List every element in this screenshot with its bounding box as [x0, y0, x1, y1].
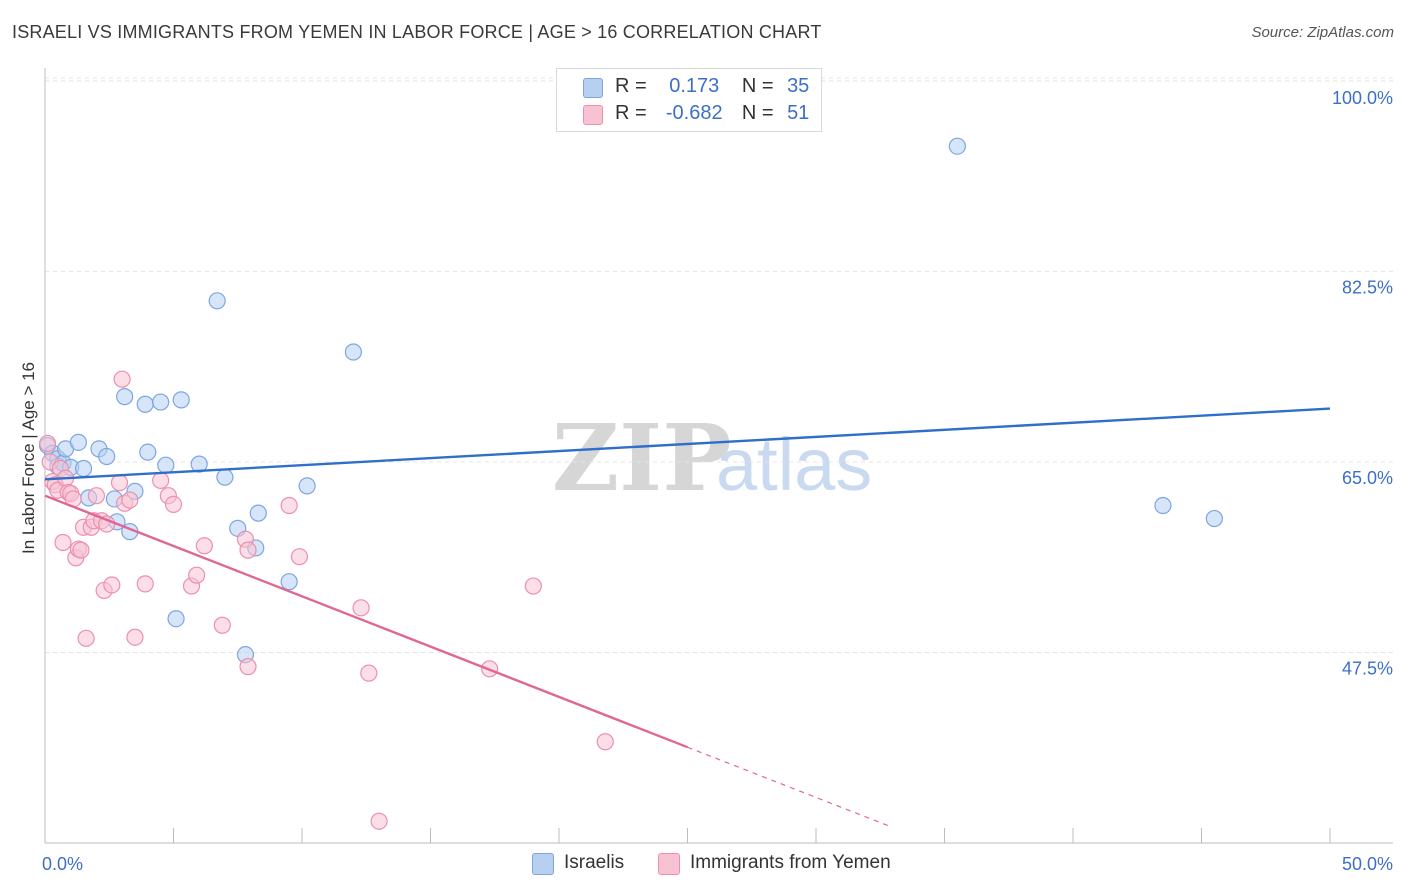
point-yemen [103, 576, 121, 594]
point-yemen [110, 474, 129, 492]
point-israelis [249, 504, 267, 522]
point-yemen [213, 616, 231, 634]
watermark-zip: ZIP [552, 404, 731, 512]
point-yemen [352, 599, 370, 617]
point-yemen [370, 812, 388, 830]
point-israelis [74, 459, 93, 478]
legend-text-israelis: R = 0.173 N = 35 [615, 75, 809, 98]
x-tick-label-max: 50.0% [1342, 854, 1393, 874]
legend-r-value: 0.173 [669, 75, 720, 97]
point-israelis [216, 468, 234, 486]
point-yemen [77, 629, 95, 647]
legend-n-label: N = [741, 75, 774, 97]
point-yemen [72, 541, 90, 559]
point-israelis [344, 343, 362, 361]
legend-text-yemen: R = -0.682 N = 51 [615, 102, 809, 125]
point-israelis [280, 573, 298, 591]
point-israelis [157, 456, 175, 474]
point-yemen [239, 658, 257, 676]
legend-n-label: N = [741, 102, 774, 124]
point-yemen [136, 575, 154, 593]
point-yemen [126, 628, 144, 646]
source-credit: Source: ZipAtlas.com [1251, 24, 1394, 41]
point-yemen [152, 471, 170, 490]
watermark-atlas: atlas [716, 423, 872, 506]
point-israelis [190, 455, 208, 473]
point-yemen [239, 541, 257, 559]
point-israelis [167, 610, 185, 628]
point-yemen [195, 537, 213, 555]
point-yemen [360, 664, 378, 682]
point-yemen [524, 577, 542, 595]
legend-r-label: R = [615, 102, 647, 124]
point-yemen [164, 495, 183, 514]
trendline-yemen-extension [687, 746, 889, 827]
point-yemen [121, 491, 139, 509]
point-yemen [188, 566, 206, 584]
point-israelis [298, 477, 316, 495]
legend-n-value: 51 [787, 102, 810, 124]
point-israelis [116, 388, 134, 406]
point-israelis [948, 137, 966, 155]
point-yemen [113, 370, 131, 388]
point-israelis [208, 292, 226, 310]
legend-n-value: 35 [787, 75, 810, 97]
point-yemen [596, 733, 614, 751]
x-tick-label-min: 0.0% [42, 854, 83, 874]
legend-swatch-blue [583, 78, 603, 98]
point-israelis [172, 391, 190, 409]
point-yemen [87, 487, 106, 505]
point-yemen [290, 548, 309, 566]
legend-r-label: R = [615, 75, 647, 97]
point-israelis [152, 393, 170, 411]
legend-label-yemen: Immigrants from Yemen [690, 852, 891, 873]
y-axis-title: In Labor Force | Age > 16 [19, 362, 38, 554]
legend-label-israelis: Israelis [564, 852, 625, 873]
point-israelis [1154, 496, 1172, 515]
point-israelis [98, 447, 116, 466]
stats-legend: R = 0.173 N = 35 R = -0.682 N = 51 [556, 68, 822, 132]
point-israelis [1205, 509, 1223, 528]
point-israelis [139, 443, 157, 461]
point-yemen [54, 533, 72, 552]
legend-swatch-yemen [658, 853, 680, 875]
trendline-yemen [44, 494, 688, 749]
y-tick-label: 65.0% [1342, 468, 1393, 488]
point-israelis [69, 433, 88, 451]
chart-title: ISRAELI VS IMMIGRANTS FROM YEMEN IN LABO… [12, 22, 822, 42]
legend-r-value: -0.682 [665, 102, 723, 124]
y-tick-label: 47.5% [1342, 658, 1393, 678]
legend-swatch-israelis [532, 853, 554, 875]
y-tick-label: 82.5% [1342, 277, 1393, 297]
y-tick-label: 100.0% [1332, 88, 1393, 108]
legend-swatch-pink [583, 105, 603, 125]
point-yemen [38, 434, 57, 453]
point-yemen [280, 496, 298, 515]
trendline-israelis [44, 407, 1331, 481]
series-legend: Israelis Immigrants from Yemen [0, 852, 1406, 878]
point-israelis [136, 395, 154, 413]
